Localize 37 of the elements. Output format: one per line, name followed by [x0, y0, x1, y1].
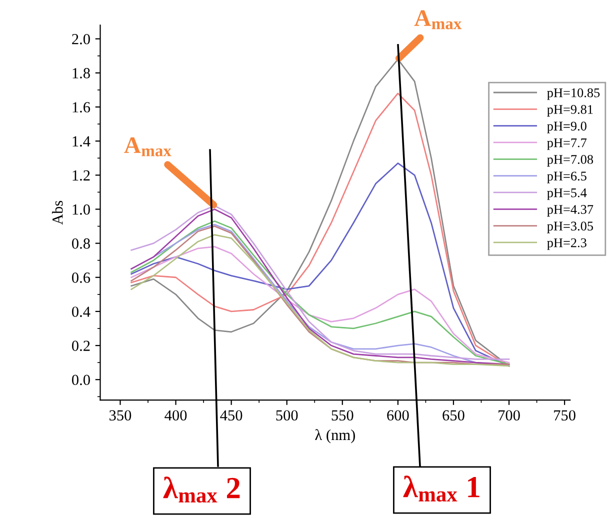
y-tick-label: 0.8	[72, 238, 90, 249]
text: λ$_{max}$ 1	[403, 476, 480, 502]
annotation: A$_{max}$	[414, 10, 462, 30]
legend-label: pH=7.08	[547, 154, 594, 167]
legend-label: pH=9.81	[547, 105, 593, 117]
legend-label: pH=6.5	[547, 172, 586, 184]
y-tick-label: 0.4	[72, 306, 90, 317]
legend-label: pH=4.37	[547, 205, 594, 217]
y-tick-label: 1.0	[72, 204, 90, 215]
y-tick-label: 2.0	[72, 34, 90, 44]
x-tick-label: 550	[332, 410, 354, 421]
legend-label: pH=10.85	[547, 88, 600, 100]
legend-label: pH=3.05	[547, 222, 594, 234]
line-series	[130, 162, 510, 367]
y-tick-label: 1.6	[72, 102, 90, 113]
annotation: A$_{max}$	[124, 137, 172, 156]
x-tick-label: 700	[498, 410, 520, 421]
legend-label: pH=7.7	[547, 138, 587, 150]
x-tick-label: 450	[220, 410, 242, 421]
y-tick-label: 1.2	[72, 170, 90, 181]
x-tick-label: 600	[387, 410, 409, 421]
x-tick-label: 350	[110, 410, 132, 421]
x-tick-label: 650	[442, 410, 464, 421]
y-tick-label: 0.0	[72, 374, 90, 386]
x-axis-title: λ (nm)	[315, 429, 355, 444]
legend-label: pH=5.4	[547, 188, 587, 200]
x-tick-label: 400	[164, 410, 187, 421]
legend-label: pH=9.0	[547, 122, 586, 134]
y-axis-title: Abs	[52, 200, 63, 225]
x-tick-label: 500	[276, 410, 298, 421]
x-tick-label: 750	[554, 410, 576, 421]
y-tick-label: 1.8	[72, 68, 90, 78]
y-tick-label: 0.2	[72, 340, 90, 352]
y-tick-label: 1.4	[72, 136, 90, 147]
text: λ$_{max}$ 2	[163, 476, 240, 503]
y-tick-label: 0.6	[72, 272, 90, 283]
legend-label: pH=2.3	[547, 238, 586, 250]
